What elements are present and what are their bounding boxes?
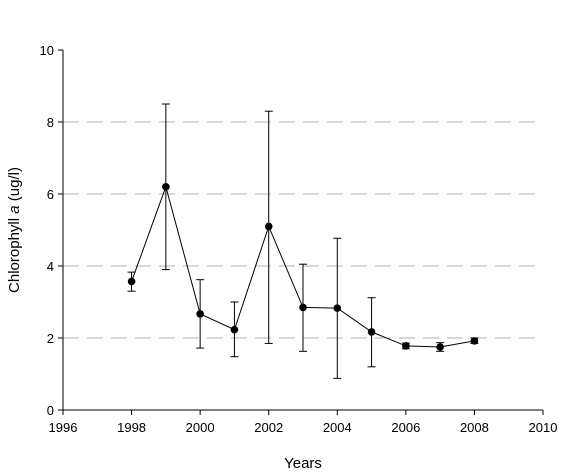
data-point [162, 183, 170, 191]
data-point [299, 303, 307, 312]
data-point [436, 343, 444, 351]
data-point [127, 277, 136, 286]
y-tick-label: 8 [47, 115, 54, 130]
data-point [402, 342, 410, 350]
x-axis-title: Years [284, 455, 322, 472]
x-tick-label: 1998 [117, 420, 146, 435]
axes [62, 50, 543, 411]
y-tick-label: 0 [47, 403, 54, 418]
x-tick-label: 2004 [323, 420, 352, 435]
y-axis-title-suffix: (ug/l) [6, 167, 23, 205]
y-axis-title: Chlorophyll a (ug/l) [6, 167, 23, 293]
y-axis-title-prefix: Chlorophyll [6, 214, 23, 293]
y-tick-label: 6 [47, 187, 54, 202]
x-tick-label: 2000 [186, 420, 215, 435]
y-tick-label: 4 [47, 259, 54, 274]
x-tick-label: 2010 [529, 420, 558, 435]
y-axis-title-italic: a [6, 205, 23, 213]
data-point [264, 222, 273, 231]
y-tick-label: 10 [40, 43, 54, 58]
x-tick-label: 1996 [49, 420, 78, 435]
y-tick-label: 2 [47, 331, 54, 346]
x-tick-label: 2006 [391, 420, 420, 435]
x-tick-label: 2008 [460, 420, 489, 435]
data-point [367, 328, 376, 336]
series [127, 103, 479, 379]
data-point [333, 304, 342, 312]
data-point [470, 337, 479, 345]
x-tick-label: 2002 [254, 420, 283, 435]
ticks: 0 2 4 6 8 10 1996 1998 2000 2002 2004 2006 2008 2010 [40, 43, 558, 435]
data-point [196, 310, 204, 318]
data-point [230, 325, 239, 334]
